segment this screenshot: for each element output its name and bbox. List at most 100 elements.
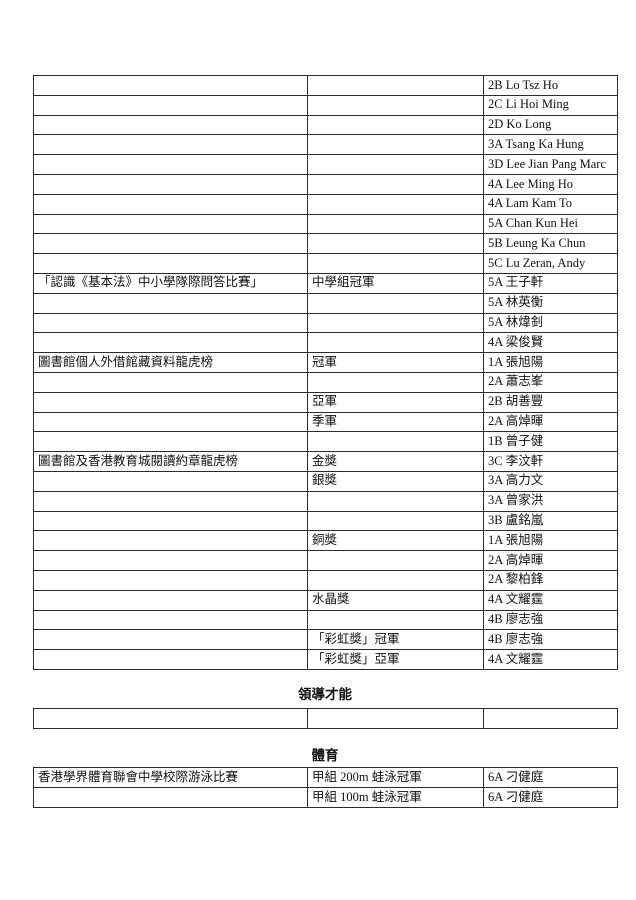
activity-cell: 圖書館個人外借館藏資料龍虎榜	[33, 352, 308, 373]
table-row: 3A 曾家洪	[33, 490, 618, 512]
student-cell: 4A 梁俊賢	[483, 332, 618, 354]
activity-cell	[33, 510, 308, 532]
student-cell: 1B 曾子健	[483, 431, 618, 453]
sports-table: 香港學界體育聯會中學校際游泳比賽 甲組 200m 蛙泳冠軍 6A 刁健庭 甲組 …	[33, 767, 618, 808]
table-row	[33, 708, 618, 729]
activity-cell	[33, 94, 308, 116]
award-cell	[307, 114, 484, 136]
table-row: 5B Leung Ka Chun	[33, 233, 618, 255]
table-row: 銀獎 3A 高力文	[33, 470, 618, 492]
table-row: 5A Chan Kun Hei	[33, 213, 618, 235]
award-cell: 金獎	[307, 451, 484, 472]
student-cell: 2A 高焯暉	[483, 550, 618, 571]
student-cell: 4A Lam Kam To	[483, 193, 618, 215]
award-cell	[307, 708, 484, 729]
award-cell	[307, 569, 484, 591]
leadership-section-heading: 領導才能	[298, 687, 352, 702]
activity-cell	[33, 114, 308, 136]
activity-cell	[33, 649, 308, 670]
award-cell	[307, 94, 484, 116]
student-cell: 2A 高焯暉	[483, 411, 618, 433]
award-cell: 「彩虹獎」冠軍	[307, 629, 484, 651]
table-row: 1B 曾子健	[33, 431, 618, 453]
award-cell	[307, 550, 484, 571]
student-cell: 2A 蕭志峯	[483, 371, 618, 393]
award-cell	[307, 332, 484, 354]
award-cell	[307, 371, 484, 393]
activity-cell	[33, 787, 308, 808]
student-cell	[483, 708, 618, 729]
table-row: 「彩虹獎」冠軍 4B 廖志強	[33, 629, 618, 651]
student-cell: 6A 刁健庭	[483, 767, 618, 788]
activity-cell	[33, 550, 308, 571]
activity-cell	[33, 371, 308, 393]
student-cell: 1A 張旭陽	[483, 530, 618, 552]
table-row: 2A 蕭志峯	[33, 371, 618, 393]
student-cell: 6A 刁健庭	[483, 787, 618, 808]
student-cell: 3C 李汶軒	[483, 451, 618, 472]
student-cell: 2A 黎柏鋒	[483, 569, 618, 591]
table-row: 5A 林英衡	[33, 292, 618, 314]
table-row: 5C Lu Zeran, Andy	[33, 253, 618, 274]
table-row: 季軍 2A 高焯暉	[33, 411, 618, 433]
award-cell	[307, 609, 484, 631]
awards-table-body: 2B Lo Tsz Ho 2C Li Hoi Ming 2D Ko Long 3…	[33, 75, 618, 670]
award-cell: 冠軍	[307, 352, 484, 373]
leadership-table	[33, 708, 618, 729]
student-cell: 4A 文耀霆	[483, 649, 618, 670]
student-cell: 4B 廖志強	[483, 609, 618, 631]
student-cell: 2C Li Hoi Ming	[483, 94, 618, 116]
award-cell: 中學組冠軍	[307, 272, 484, 294]
award-cell: 水晶獎	[307, 589, 484, 611]
student-cell: 3B 盧銘嵐	[483, 510, 618, 532]
activity-cell	[33, 411, 308, 433]
activity-cell	[33, 629, 308, 651]
leadership-table-body	[33, 708, 618, 729]
award-cell	[307, 312, 484, 334]
student-cell: 3A Tsang Ka Hung	[483, 134, 618, 156]
student-cell: 3A 曾家洪	[483, 490, 618, 512]
table-row: 「彩虹獎」亞軍 4A 文耀霆	[33, 649, 618, 670]
student-cell: 5C Lu Zeran, Andy	[483, 253, 618, 274]
student-cell: 5A Chan Kun Hei	[483, 213, 618, 235]
table-row: 4A 梁俊賢	[33, 332, 618, 354]
award-cell	[307, 213, 484, 235]
table-row: 3D Lee Jian Pang Marc	[33, 154, 618, 175]
award-cell: 「彩虹獎」亞軍	[307, 649, 484, 670]
award-cell	[307, 233, 484, 255]
award-cell	[307, 253, 484, 274]
award-cell: 季軍	[307, 411, 484, 433]
table-row: 5A 林煒釗	[33, 312, 618, 334]
activity-cell	[33, 213, 308, 235]
activity-cell	[33, 173, 308, 195]
student-cell: 5A 林英衡	[483, 292, 618, 314]
table-row: 圖書館及香港教育城閱讀約章龍虎榜 金獎 3C 李汶軒	[33, 451, 618, 472]
activity-cell	[33, 233, 308, 255]
student-cell: 2B 胡善豐	[483, 391, 618, 413]
table-row: 4A Lee Ming Ho	[33, 173, 618, 195]
table-row: 3A Tsang Ka Hung	[33, 134, 618, 156]
activity-cell	[33, 490, 308, 512]
sports-section-heading: 體育	[311, 748, 339, 763]
activity-cell	[33, 391, 308, 413]
table-row: 甲組 100m 蛙泳冠軍 6A 刁健庭	[33, 787, 618, 808]
activity-cell	[33, 589, 308, 611]
table-row: 3B 盧銘嵐	[33, 510, 618, 532]
activity-cell	[33, 530, 308, 552]
student-cell: 3A 高力文	[483, 470, 618, 492]
award-cell	[307, 431, 484, 453]
table-row: 亞軍 2B 胡善豐	[33, 391, 618, 413]
activity-cell	[33, 470, 308, 492]
table-row: 圖書館個人外借館藏資料龍虎榜 冠軍 1A 張旭陽	[33, 352, 618, 373]
award-cell	[307, 154, 484, 175]
student-cell: 1A 張旭陽	[483, 352, 618, 373]
student-cell: 4A Lee Ming Ho	[483, 173, 618, 195]
award-cell: 甲組 200m 蛙泳冠軍	[307, 767, 484, 788]
activity-cell: 圖書館及香港教育城閱讀約章龍虎榜	[33, 451, 308, 472]
sports-table-body: 香港學界體育聯會中學校際游泳比賽 甲組 200m 蛙泳冠軍 6A 刁健庭 甲組 …	[33, 767, 618, 808]
table-row: 2A 高焯暉	[33, 550, 618, 571]
award-cell	[307, 134, 484, 156]
activity-cell	[33, 569, 308, 591]
activity-cell	[33, 154, 308, 175]
table-row: 2D Ko Long	[33, 114, 618, 136]
